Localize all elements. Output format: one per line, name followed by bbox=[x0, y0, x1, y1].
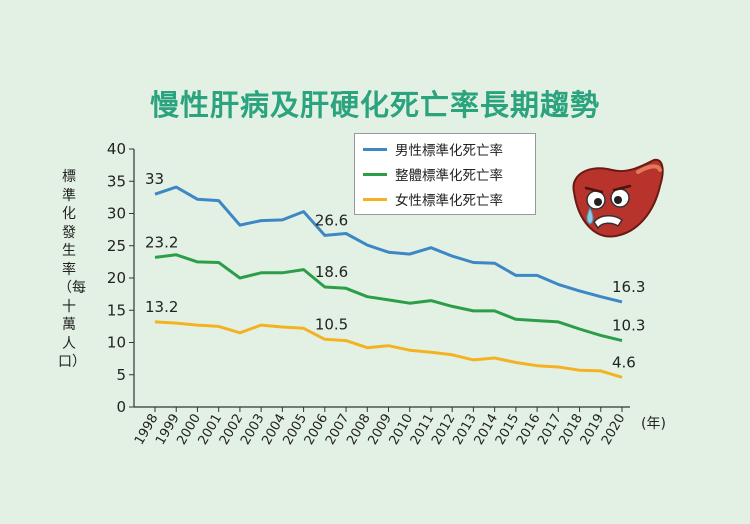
legend-swatch-overall bbox=[363, 172, 387, 176]
legend-item-male: 男性標準化死亡率 bbox=[363, 139, 503, 159]
y-tick-label: 20 bbox=[107, 269, 126, 287]
chart-series bbox=[154, 185, 623, 379]
series-line-0 bbox=[154, 185, 623, 304]
data-label: 10.3 bbox=[612, 317, 645, 335]
data-label: 33 bbox=[145, 170, 164, 188]
data-label: 4.6 bbox=[612, 353, 636, 371]
y-tick-label: 25 bbox=[107, 237, 126, 255]
series-line-2 bbox=[154, 320, 623, 379]
y-tick-label: 5 bbox=[116, 366, 126, 384]
data-label: 18.6 bbox=[315, 263, 348, 281]
legend-swatch-male bbox=[363, 147, 387, 151]
series-line-1 bbox=[154, 253, 623, 343]
legend-item-overall: 整體標準化死亡率 bbox=[363, 164, 503, 184]
y-tick-label: 35 bbox=[107, 172, 126, 190]
sad-liver-icon bbox=[572, 158, 664, 238]
data-label: 26.6 bbox=[315, 211, 348, 229]
data-label: 23.2 bbox=[145, 233, 178, 251]
y-tick-label: 0 bbox=[116, 398, 126, 416]
legend-label-female: 女性標準化死亡率 bbox=[395, 193, 503, 209]
legend-item-female: 女性標準化死亡率 bbox=[363, 189, 503, 209]
y-tick-label: 10 bbox=[107, 334, 126, 352]
y-axis-label: 標準化發生率（每十萬人口） bbox=[58, 169, 86, 370]
legend-swatch-female bbox=[363, 197, 387, 201]
data-label: 13.2 bbox=[145, 298, 178, 316]
y-tick-label: 40 bbox=[107, 140, 126, 158]
data-label: 16.3 bbox=[612, 278, 645, 296]
x-axis-unit: (年) bbox=[641, 416, 666, 432]
chart-annotations: 33 26.6 16.3 23.2 18.6 10.3 13.2 10.5 4.6 bbox=[145, 170, 645, 371]
chart-legend: 男性標準化死亡率 整體標準化死亡率 女性標準化死亡率 bbox=[354, 133, 536, 215]
y-tick-label: 15 bbox=[107, 301, 126, 319]
chart-title: 慢性肝病及肝硬化死亡率長期趨勢 bbox=[149, 88, 600, 122]
y-tick-label: 30 bbox=[107, 205, 126, 223]
legend-label-male: 男性標準化死亡率 bbox=[395, 143, 503, 159]
data-label: 10.5 bbox=[315, 315, 348, 333]
legend-label-overall: 整體標準化死亡率 bbox=[395, 168, 503, 184]
